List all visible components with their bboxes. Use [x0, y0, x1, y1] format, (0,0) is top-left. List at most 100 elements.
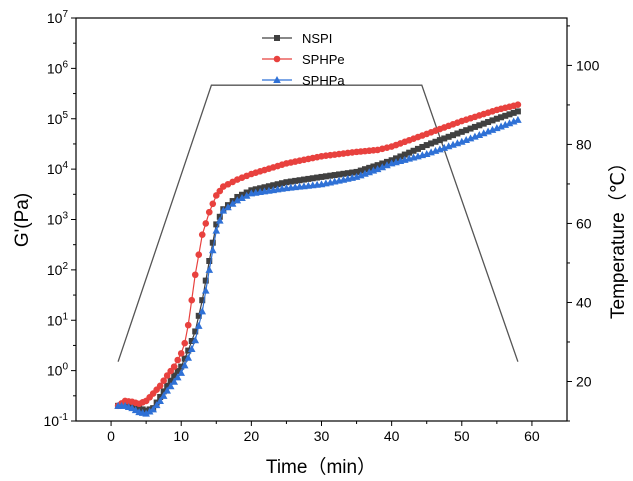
data-point [314, 174, 321, 181]
data-point [205, 265, 214, 273]
data-point [305, 175, 312, 182]
data-point [436, 137, 443, 144]
legend-label: SPHPa [302, 73, 345, 88]
x-tick-label: 10 [173, 428, 189, 444]
left-y-tick-label: 105 [47, 110, 69, 127]
data-point [164, 382, 171, 389]
data-point [373, 165, 382, 173]
left-y-tick-label: 100 [47, 362, 69, 379]
left-y-tick-label: 103 [47, 211, 69, 228]
data-point [213, 221, 220, 228]
left-y-tick-label: 101 [47, 311, 69, 328]
right-y-tick-label: 40 [576, 294, 592, 310]
data-point [349, 169, 356, 176]
data-point [198, 307, 207, 315]
data-point [340, 170, 347, 177]
data-point [300, 176, 307, 183]
data-point [195, 251, 203, 259]
data-point [185, 347, 192, 354]
data-point [353, 168, 360, 175]
series-layer [114, 84, 522, 417]
data-point [160, 377, 167, 384]
data-point [406, 149, 413, 156]
data-point [458, 128, 465, 135]
data-point [177, 368, 186, 376]
data-point [149, 405, 157, 413]
data-point [163, 386, 171, 394]
right-y-tick-label: 80 [576, 136, 592, 152]
data-point [192, 328, 199, 335]
data-point [476, 122, 483, 129]
data-point [471, 123, 478, 130]
legend-entry-sphpe: SPHPe [262, 52, 345, 67]
data-point [283, 179, 290, 186]
data-point [238, 194, 246, 202]
data-point [514, 115, 522, 123]
series-sphpe [114, 101, 522, 410]
data-point [265, 183, 272, 190]
data-point [209, 200, 217, 208]
data-point [180, 361, 189, 369]
data-point [212, 226, 221, 234]
data-point [174, 356, 182, 364]
data-point [331, 172, 338, 179]
left-y-tick-label: 10-1 [44, 412, 69, 429]
data-point [199, 297, 206, 304]
data-point [178, 363, 185, 370]
data-point [419, 143, 426, 150]
data-point [502, 112, 509, 119]
data-point [279, 180, 286, 187]
data-point [493, 115, 500, 122]
legend-entry-sphpa: SPHPa [262, 73, 345, 88]
data-point [191, 271, 199, 279]
data-point [233, 196, 242, 204]
left-y-tick-label: 102 [47, 261, 69, 278]
data-point [423, 142, 430, 149]
data-point [216, 187, 224, 195]
data-point [414, 145, 421, 152]
data-point [397, 153, 404, 160]
data-point [327, 172, 334, 179]
right-y-tick-label: 60 [576, 215, 592, 231]
data-point [173, 373, 182, 381]
data-point [219, 206, 228, 214]
x-tick-label: 40 [384, 428, 400, 444]
data-point [209, 239, 216, 246]
data-point [344, 170, 351, 177]
data-point [215, 216, 224, 224]
left-y-axis-title: G'(Pa) [12, 193, 33, 247]
data-point [181, 339, 189, 347]
data-point [336, 171, 343, 178]
data-point [156, 382, 164, 390]
data-point [428, 140, 435, 147]
data-point [152, 401, 161, 409]
data-point [166, 382, 175, 390]
data-point [514, 108, 521, 115]
data-point [188, 338, 195, 345]
legend-label: NSPI [302, 31, 332, 46]
data-point [401, 151, 408, 158]
data-point [242, 191, 251, 199]
data-point [181, 355, 188, 362]
data-point [361, 166, 368, 173]
data-point [378, 163, 387, 171]
data-point [206, 258, 213, 265]
data-point [224, 203, 232, 211]
axis-ticks: 0 10 20 30 40 50 60 10-1 100 101 102 103 104 105 106 10… [44, 9, 600, 444]
x-tick-label: 30 [314, 428, 330, 444]
data-point [208, 246, 217, 254]
data-point [274, 181, 281, 188]
data-point [184, 353, 193, 361]
temperature-profile-series [117, 84, 519, 362]
data-point [514, 101, 522, 109]
data-point [201, 286, 210, 294]
legend-entry-nspi: NSPI [262, 31, 332, 46]
data-point [489, 117, 496, 124]
data-point [309, 175, 316, 182]
data-point [480, 120, 487, 127]
legend-marker [273, 55, 281, 63]
data-point [212, 192, 220, 199]
x-tick-label: 60 [524, 428, 540, 444]
data-point [467, 125, 474, 132]
